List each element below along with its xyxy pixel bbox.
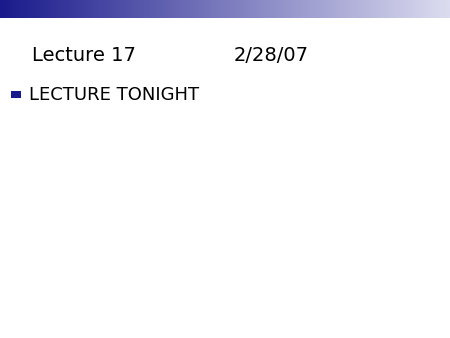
Bar xyxy=(11,91,21,98)
Bar xyxy=(1,13,5,17)
Text: Lecture 17: Lecture 17 xyxy=(32,46,135,65)
Text: LECTURE TONIGHT: LECTURE TONIGHT xyxy=(29,86,199,104)
Text: 2/28/07: 2/28/07 xyxy=(234,46,309,65)
Bar xyxy=(1,5,5,10)
